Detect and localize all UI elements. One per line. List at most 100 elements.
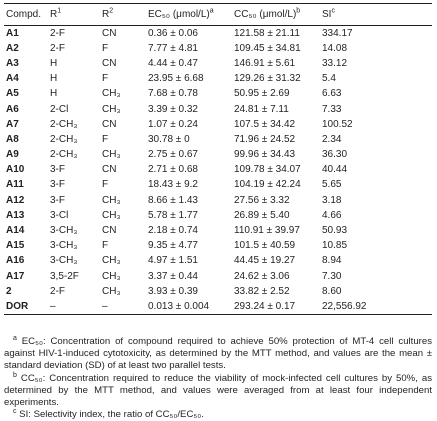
table-cell: 5.4 — [322, 73, 336, 85]
table-cell: 33.12 — [322, 57, 348, 69]
table-cell: F — [102, 73, 109, 85]
table-cell: F — [102, 133, 109, 145]
table-cell: A1 — [6, 27, 19, 39]
table-cell: – — [100, 298, 146, 315]
table-cell: 3-CH₃ — [50, 225, 78, 237]
table-cell: 2 — [6, 285, 12, 297]
table-cell: 22,556.92 — [320, 298, 432, 315]
table-cell: 3.18 — [322, 194, 342, 206]
table-cell: 0.013 ± 0.004 — [146, 298, 232, 315]
table-cell: CH₃ — [102, 103, 121, 115]
table-cell: 5.78 ± 1.77 — [148, 209, 198, 221]
table-cell: 129.26 ± 31.32 — [234, 73, 301, 85]
table-cell: 0.36 ± 0.06 — [148, 27, 198, 39]
table-cell: 8.60 — [322, 285, 342, 297]
footnote: c SI: Selectivity index, the ratio of CC… — [4, 408, 432, 421]
table-cell: 26.89 ± 5.40 — [234, 209, 290, 221]
data-table: Compd. R1 R2 EC₅₀ (μmol/L)a CC₅₀ (μmol/L)b SI… — [4, 3, 432, 315]
header-cell: R1 — [48, 3, 100, 26]
table-cell: CN — [102, 27, 117, 39]
table-cell: 27.56 ± 3.32 — [234, 194, 290, 206]
table-cell: 109.45 ± 34.81 — [234, 42, 301, 54]
table-cell: 3-F — [50, 179, 65, 191]
table-cell: 2-F — [50, 27, 65, 39]
table-cell: 9.35 ± 4.77 — [148, 240, 198, 252]
table-cell: 50.93 — [322, 225, 348, 237]
footnote-mark: b — [13, 371, 17, 379]
table-row: A5 H CH₃ 7.68 ± 0.78 50.95 ± 2.69 6.63 — [4, 86, 432, 101]
table-cell: 1.07 ± 0.24 — [148, 118, 198, 130]
table-cell: CN — [102, 225, 117, 237]
table-cell: DOR — [4, 298, 48, 315]
table-cell: 334.17 — [322, 27, 353, 39]
footnote: a EC₅₀: Concentration of compound requir… — [4, 334, 432, 373]
table-cell: 2.71 ± 0.68 — [148, 164, 198, 176]
footnote-text: CC₅₀: Concentration required to reduce t… — [4, 372, 433, 409]
table-cell: 40.44 — [322, 164, 348, 176]
table-cell: 4.97 ± 1.51 — [148, 255, 198, 267]
table-cell: 109.78 ± 34.07 — [234, 164, 301, 176]
table-row: A7 2-CH₃ CN 1.07 ± 0.24 107.5 ± 34.42 100.52 — [4, 117, 432, 132]
header-text: R — [102, 9, 110, 20]
table-row: A4 H F 23.95 ± 6.68 129.26 ± 31.32 5.4 — [4, 71, 432, 86]
table-row: A15 3-CH₃ F 9.35 ± 4.77 101.5 ± 40.59 10.85 — [4, 238, 432, 253]
table-cell: – — [48, 298, 100, 315]
table-cell: 8.94 — [322, 255, 342, 267]
table-cell: 104.19 ± 42.24 — [234, 179, 301, 191]
table-cell: F — [102, 179, 109, 191]
table-cell: 4.66 — [322, 209, 342, 221]
table-cell: H — [50, 57, 58, 69]
header-note: 2 — [109, 7, 114, 15]
table-row: A12 3-F CH₃ 8.66 ± 1.43 27.56 ± 3.32 3.18 — [4, 193, 432, 208]
table-cell: A11 — [6, 179, 24, 191]
footnote: b CC₅₀: Concentration required to reduce… — [4, 371, 433, 410]
table-cell: 101.5 ± 40.59 — [234, 240, 296, 252]
table-cell: 4.44 ± 0.47 — [148, 57, 198, 69]
table-cell: 50.95 ± 2.69 — [234, 88, 290, 100]
header-text: CC₅₀ (μmol/L) — [234, 9, 297, 20]
table-row: A1 2-F CN 0.36 ± 0.06 121.58 ± 21.11 334.17 — [4, 26, 432, 41]
footnote-text: SI: Selectivity index, the ratio of CC₅₀… — [19, 409, 204, 421]
table-cell: 24.62 ± 3.06 — [234, 270, 290, 282]
header-cell: SIc — [320, 3, 432, 26]
table-cell: 3.93 ± 0.39 — [148, 285, 198, 297]
table-cell: A10 — [6, 164, 25, 176]
table-cell: H — [50, 73, 58, 85]
table-cell: 2.34 — [322, 133, 342, 145]
table-cell: 2-CH₃ — [50, 133, 78, 145]
table-row: 2 2-F CH₃ 3.93 ± 0.39 33.82 ± 2.52 8.60 — [4, 284, 432, 299]
header-cell: R2 — [100, 3, 146, 26]
table-cell: 2.18 ± 0.74 — [148, 225, 198, 237]
footnote-mark: c — [13, 408, 17, 416]
table-cell: 3,5-2F — [50, 270, 79, 282]
table-cell: 24.81 ± 7.11 — [234, 103, 289, 115]
table-cell: CN — [102, 164, 117, 176]
table-cell: CH₃ — [102, 194, 121, 206]
header-text: SI — [322, 9, 332, 20]
table-row: A10 3-F CN 2.71 ± 0.68 109.78 ± 34.07 40.44 — [4, 162, 432, 177]
table-row: A11 3-F F 18.43 ± 9.2 104.19 ± 42.24 5.65 — [4, 177, 432, 192]
table-cell: CN — [102, 118, 117, 130]
table-cell: 2-CH₃ — [50, 149, 78, 161]
table-cell: CH₃ — [102, 270, 121, 282]
table-cell: A15 — [6, 240, 25, 252]
footnote-mark: a — [13, 334, 17, 342]
table-header: Compd. R1 R2 EC₅₀ (μmol/L)a CC₅₀ (μmol/L)b SI… — [4, 3, 432, 26]
table-cell: 3-F — [50, 194, 65, 206]
header-cell: Compd. — [4, 3, 48, 26]
header-note: a — [209, 7, 214, 15]
table-cell: A7 — [6, 118, 19, 130]
table-cell: 110.91 ± 39.97 — [234, 225, 300, 237]
table-cell: CH₃ — [102, 149, 121, 161]
table-cell: 7.30 — [322, 270, 342, 282]
table-cell: 2-Cl — [50, 103, 69, 115]
table-cell: A2 — [6, 42, 19, 54]
table-cell: 33.82 ± 2.52 — [234, 285, 290, 297]
table-row: A8 2-CH₃ F 30.78 ± 0 71.96 ± 24.52 2.34 — [4, 132, 432, 147]
table-wrap: Compd. R1 R2 EC₅₀ (μmol/L)a CC₅₀ (μmol/L)b SI… — [4, 3, 432, 315]
table-cell: CH₃ — [102, 88, 121, 100]
table-cell: CH₃ — [102, 285, 121, 297]
table-cell: 2.75 ± 0.67 — [148, 149, 198, 161]
table-cell: CH₃ — [102, 209, 121, 221]
